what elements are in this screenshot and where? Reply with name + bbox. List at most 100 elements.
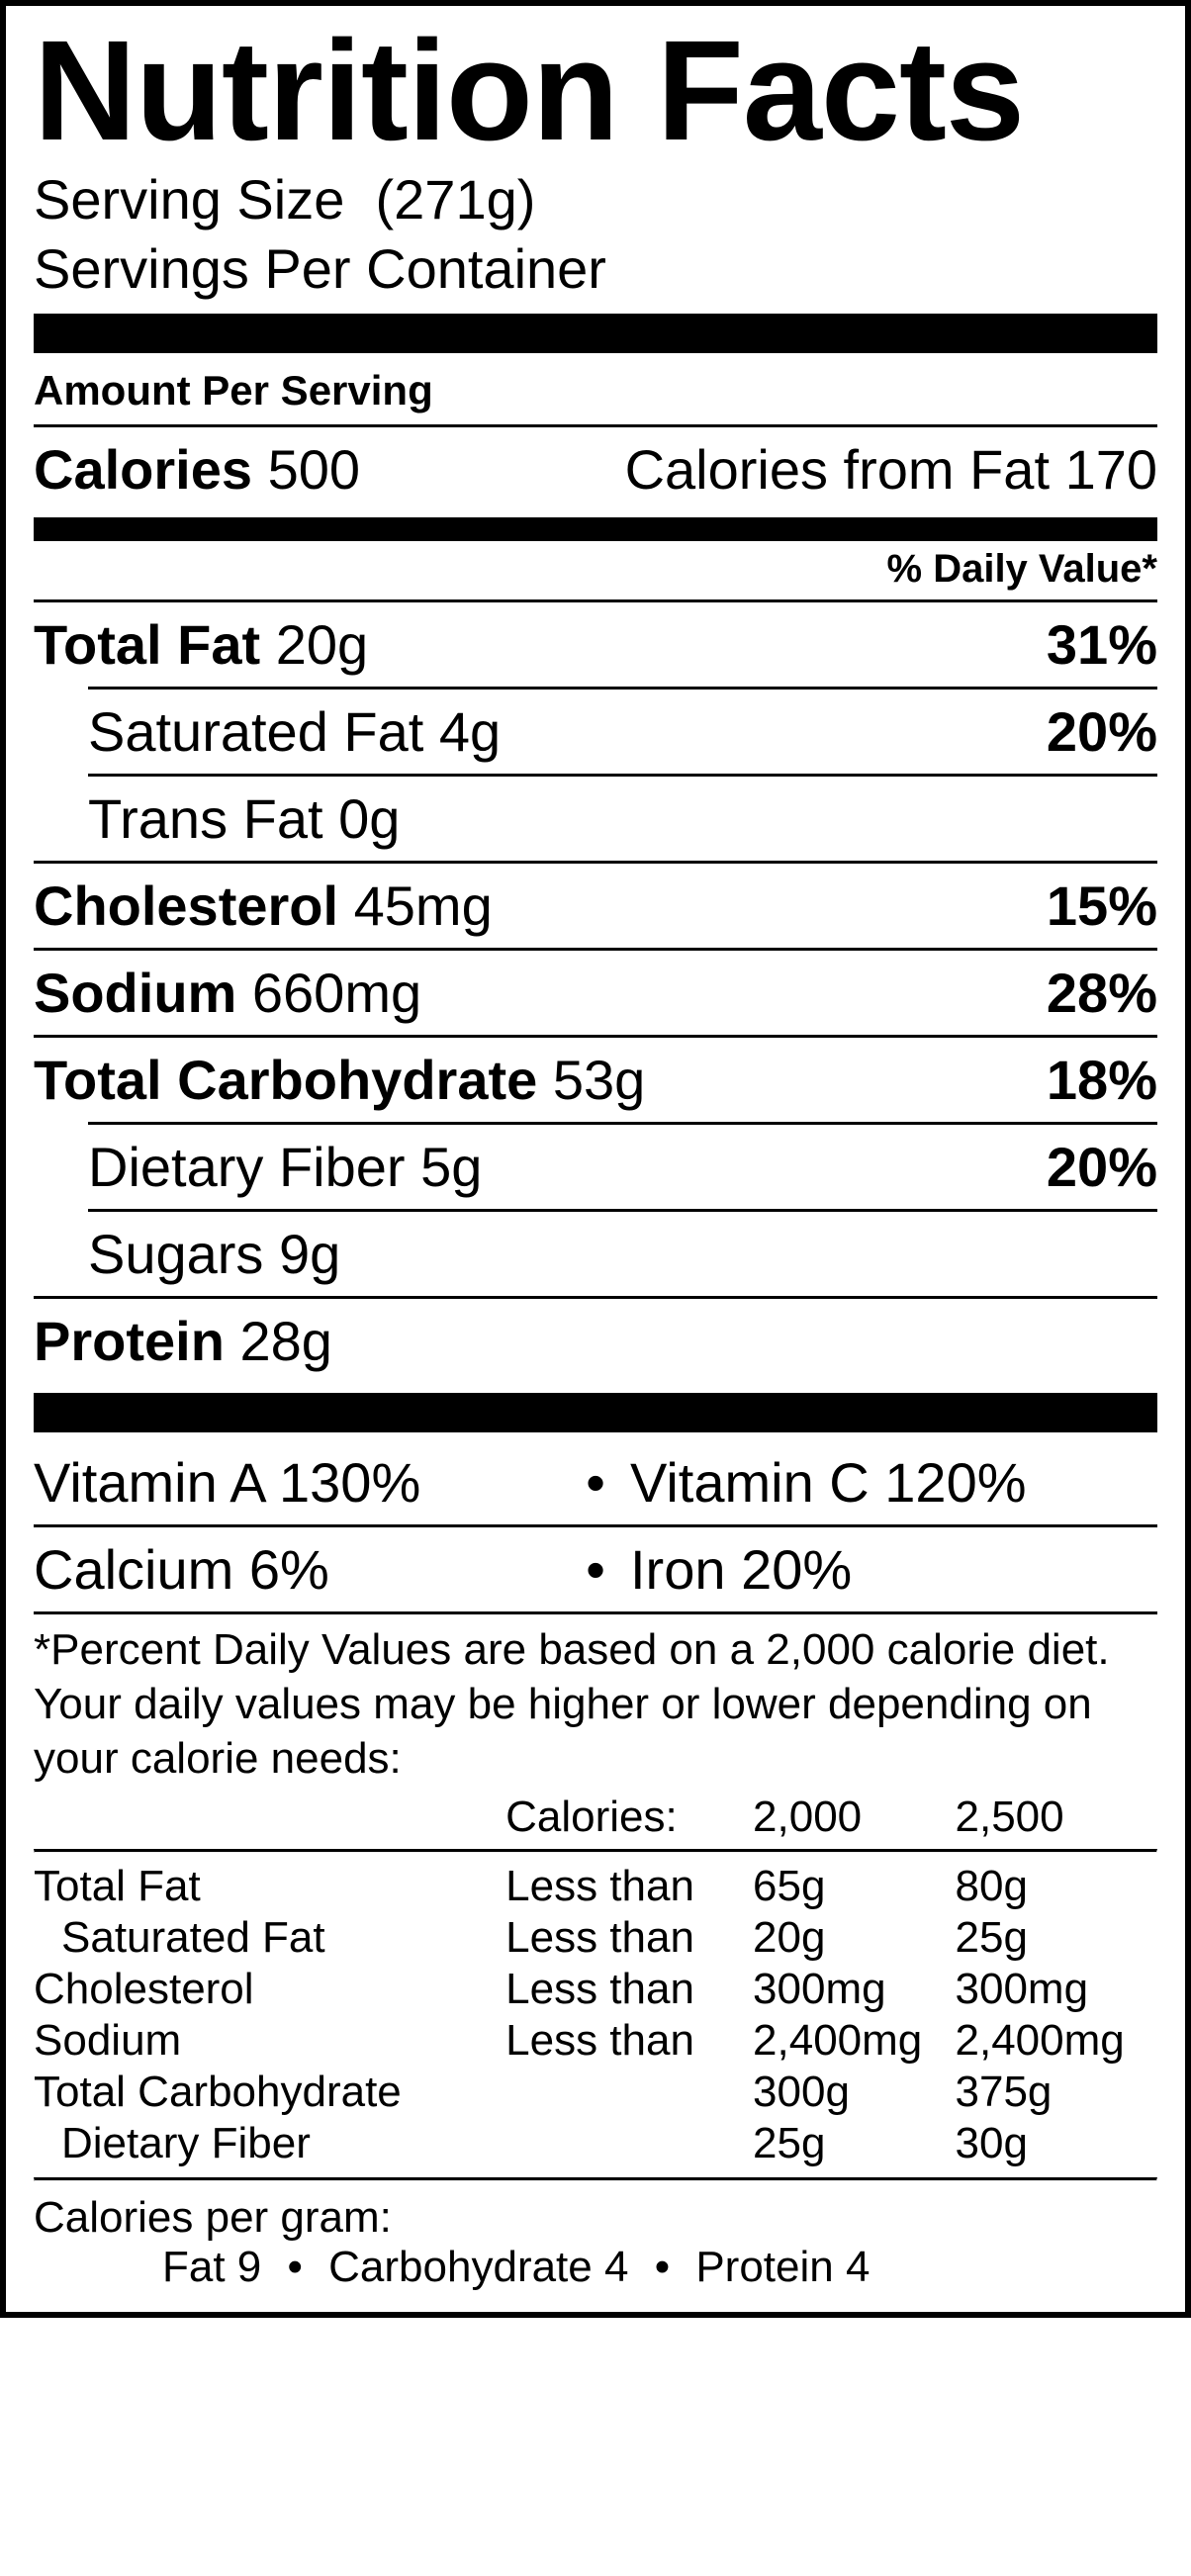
bullet-icon: • [274,2243,317,2291]
cpg-carb: Carbohydrate 4 [328,2243,628,2291]
cpg-protein: Protein 4 [695,2243,870,2291]
iron-label: Iron [630,1538,726,1601]
carb-value: 53g [553,1049,645,1111]
trans-fat-row: Trans Fat 0g [88,774,1157,861]
ref-h3: 2,000 [753,1792,955,1843]
sugars-value: 9g [279,1223,340,1285]
cpg-values: Fat 9 • Carbohydrate 4 • Protein 4 [34,2243,1157,2292]
reference-table: Calories: 2,000 2,500 [34,1792,1157,1843]
ref-cell: 25g [956,1912,1158,1964]
cholesterol-label: Cholesterol [34,874,338,937]
total-fat-label: Total Fat [34,613,260,676]
title: Nutrition Facts [34,16,1157,165]
bullet-icon: • [561,1450,630,1515]
bullet-icon: • [561,1537,630,1602]
amount-per-serving-label: Amount Per Serving [34,361,1157,424]
calories: Calories 500 [34,437,360,502]
protein-row: Protein 28g [34,1296,1157,1383]
ref-cell: Sodium [34,2015,505,2067]
ref-cell: Less than [505,1964,753,2015]
total-fat-value: 20g [276,613,368,676]
sat-fat-row: Saturated Fat 4g 20% [88,687,1157,774]
sodium-label: Sodium [34,962,236,1024]
vitamin-a-value: 130% [279,1451,420,1514]
ref-row: SodiumLess than2,400mg2,400mg [34,2015,1157,2067]
ref-cell: Less than [505,1861,753,1912]
divider-thin [34,2177,1157,2181]
ref-cell: Total Fat [34,1861,505,1912]
vitamin-row-2: Calcium 6% • Iron 20% [34,1524,1157,1611]
ref-cell: Total Carbohydrate [34,2067,505,2118]
calcium-label: Calcium [34,1538,233,1601]
iron-value: 20% [741,1538,852,1601]
ref-header-row: Calories: 2,000 2,500 [34,1792,1157,1843]
ref-cell: 2,400mg [753,2015,955,2067]
vitamin-row-1: Vitamin A 130% • Vitamin C 120% [34,1440,1157,1524]
ref-cell: 300mg [956,1964,1158,2015]
sugars-row: Sugars 9g [88,1209,1157,1296]
calories-from-fat-value: 170 [1065,438,1157,501]
calories-per-gram: Calories per gram: Fat 9 • Carbohydrate … [34,2189,1157,2292]
sodium-row: Sodium 660mg 28% [34,948,1157,1035]
calories-label: Calories [34,438,252,501]
dv-header: % Daily Value* [34,543,1157,599]
serving-size-value: (271g) [376,168,536,230]
cholesterol-row: Cholesterol 45mg 15% [34,861,1157,948]
divider-thick [34,1393,1157,1432]
total-fat-row: Total Fat 20g 31% [34,599,1157,687]
servings-per-container-row: Servings Per Container [34,234,1157,304]
calories-value: 500 [268,438,360,501]
ref-cell: 80g [956,1861,1158,1912]
calcium-value: 6% [249,1538,329,1601]
calories-from-fat-label: Calories from Fat [625,438,1050,501]
carb-dv: 18% [1047,1048,1157,1112]
ref-cell: 65g [753,1861,955,1912]
serving-size-row: Serving Size (271g) [34,165,1157,234]
calories-from-fat: Calories from Fat 170 [625,437,1157,502]
vitamin-c-label: Vitamin C [630,1451,870,1514]
ref-row: Saturated FatLess than20g25g [34,1912,1157,1964]
ref-cell: 300mg [753,1964,955,2015]
sodium-value: 660mg [252,962,421,1024]
sat-fat-value: 4g [439,700,501,763]
cholesterol-value: 45mg [354,874,493,937]
serving-size-label: Serving Size [34,168,344,230]
vitamin-a-label: Vitamin A [34,1451,263,1514]
total-fat-dv: 31% [1047,612,1157,677]
ref-h1 [34,1792,505,1843]
ref-cell: Dietary Fiber [34,2118,505,2169]
divider-thick [34,314,1157,353]
ref-cell: Less than [505,1912,753,1964]
ref-cell: 25g [753,2118,955,2169]
divider-thin [34,1849,1157,1853]
sugars-label: Sugars [88,1223,263,1285]
ref-row: Total FatLess than65g80g [34,1861,1157,1912]
ref-cell: 375g [956,2067,1158,2118]
sodium-dv: 28% [1047,961,1157,1025]
carb-label: Total Carbohydrate [34,1049,537,1111]
footnote: *Percent Daily Values are based on a 2,0… [34,1611,1157,1786]
cholesterol-dv: 15% [1047,874,1157,938]
protein-label: Protein [34,1310,225,1372]
fiber-label: Dietary Fiber [88,1136,406,1198]
trans-fat-label: Trans Fat [88,787,323,850]
cpg-label: Calories per gram: [34,2193,1157,2243]
nutrition-label: Nutrition Facts Serving Size (271g) Serv… [0,0,1191,2318]
ref-cell: Saturated Fat [34,1912,505,1964]
bullet-icon: • [641,2243,684,2291]
protein-value: 28g [239,1310,331,1372]
fiber-row: Dietary Fiber 5g 20% [88,1122,1157,1209]
calories-row: Calories 500 Calories from Fat 170 [34,427,1157,511]
sat-fat-dv: 20% [1047,699,1157,764]
ref-row: Total Carbohydrate300g375g [34,2067,1157,2118]
ref-cell: 2,400mg [956,2015,1158,2067]
fiber-dv: 20% [1047,1135,1157,1199]
ref-row: CholesterolLess than300mg300mg [34,1964,1157,2015]
fiber-value: 5g [420,1136,482,1198]
ref-row: Dietary Fiber25g30g [34,2118,1157,2169]
ref-cell: 20g [753,1912,955,1964]
vitamin-c-value: 120% [884,1451,1026,1514]
divider-med [34,517,1157,541]
cpg-fat: Fat 9 [162,2243,261,2291]
ref-cell [505,2067,753,2118]
